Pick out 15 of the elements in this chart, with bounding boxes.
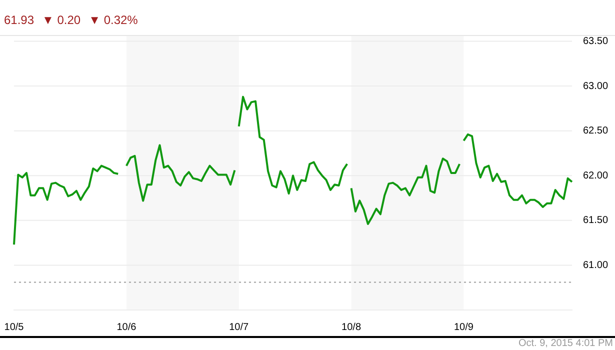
text: 61.93 bbox=[4, 13, 34, 27]
y-tick-label: 62.50 bbox=[582, 126, 608, 137]
text: ▼ 0.32% bbox=[88, 13, 138, 27]
y-tick-label: 61.00 bbox=[582, 260, 608, 271]
y-tick-label: 63.50 bbox=[582, 36, 608, 48]
y-tick-label: 61.50 bbox=[582, 215, 608, 226]
text: ▼ 0.20 bbox=[42, 13, 81, 27]
text: Oct. 9, 2015 4:01 PM bbox=[518, 338, 613, 349]
x-tick-label: 10/8 bbox=[342, 322, 362, 333]
x-tick-label: 10/9 bbox=[454, 322, 474, 333]
y-tick-label: 62.00 bbox=[582, 170, 608, 182]
x-tick-label: 10/7 bbox=[229, 322, 250, 333]
x-tick-label: 10/6 bbox=[116, 322, 137, 333]
x-tick-label: 10/5 bbox=[4, 322, 24, 333]
y-tick-label: 63.00 bbox=[582, 80, 608, 92]
